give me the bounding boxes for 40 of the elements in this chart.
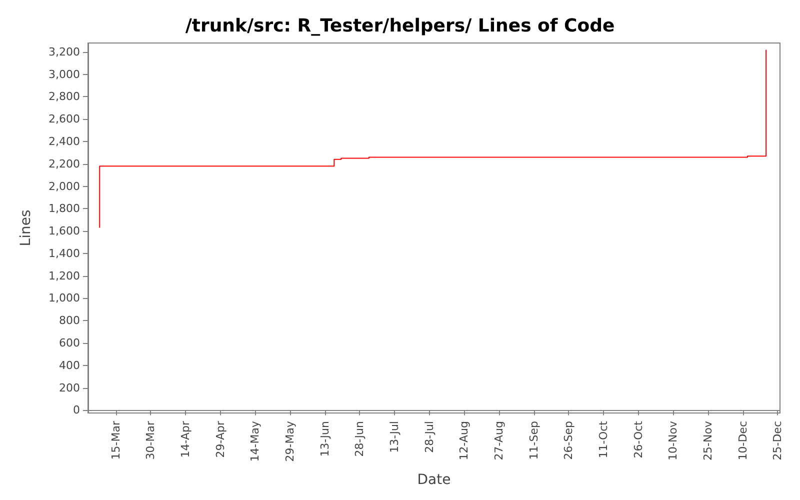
x-tick-label: 27-Aug bbox=[492, 421, 506, 460]
y-tick-label: 800 bbox=[59, 314, 80, 328]
x-tick-label: 25-Nov bbox=[702, 420, 715, 460]
x-tick-label: 11-Oct bbox=[597, 420, 610, 458]
x-tick-label: 14-May bbox=[248, 420, 262, 462]
y-tick-label: 3,200 bbox=[48, 45, 80, 58]
y-tick-label: 2,200 bbox=[48, 157, 80, 170]
y-tick-label: 2,800 bbox=[48, 90, 80, 104]
x-tick-label: 30-Mar bbox=[144, 420, 158, 460]
y-tick-label: 3,000 bbox=[48, 68, 80, 81]
x-tick-label: 14-Apr bbox=[179, 420, 192, 458]
y-tick-label: 2,600 bbox=[48, 112, 80, 126]
x-tick-label: 12-Aug bbox=[458, 421, 471, 460]
y-tick-label: 0 bbox=[73, 404, 80, 417]
chart-title: /trunk/src: R_Tester/helpers/ Lines of Code bbox=[185, 16, 615, 36]
x-tick-label: 10-Nov bbox=[666, 420, 680, 460]
y-tick-label: 1,600 bbox=[48, 224, 80, 238]
y-tick-label: 1,000 bbox=[48, 292, 80, 305]
x-tick-label: 25-Dec bbox=[771, 421, 784, 460]
y-tick-label: 600 bbox=[59, 336, 80, 350]
x-tick-label: 28-Jun bbox=[353, 420, 366, 457]
x-tick-label: 13-Jun bbox=[318, 420, 332, 457]
y-tick-label: 1,400 bbox=[48, 246, 80, 260]
y-tick-label: 1,800 bbox=[48, 202, 80, 216]
y-axis-title: Lines bbox=[18, 210, 34, 246]
x-tick-label: 11-Sep bbox=[527, 420, 540, 460]
x-tick-label: 26-Oct bbox=[632, 420, 645, 458]
y-tick-label: 2,400 bbox=[48, 135, 80, 148]
y-tick-label: 200 bbox=[59, 381, 80, 394]
x-axis-title: Date bbox=[417, 472, 451, 488]
x-tick-label: 13-Jul bbox=[388, 421, 402, 453]
x-tick-label: 26-Sep bbox=[562, 420, 576, 460]
y-tick-label: 1,200 bbox=[48, 269, 80, 282]
y-tick-label: 2,000 bbox=[48, 180, 80, 193]
x-tick-label: 28-Jul bbox=[422, 421, 436, 453]
y-tick-label: 400 bbox=[59, 358, 80, 372]
x-tick-label: 29-May bbox=[284, 420, 297, 462]
x-tick-label: 15-Mar bbox=[109, 420, 122, 460]
x-tick-label: 10-Dec bbox=[736, 421, 750, 460]
x-tick-label: 29-Apr bbox=[214, 420, 227, 458]
